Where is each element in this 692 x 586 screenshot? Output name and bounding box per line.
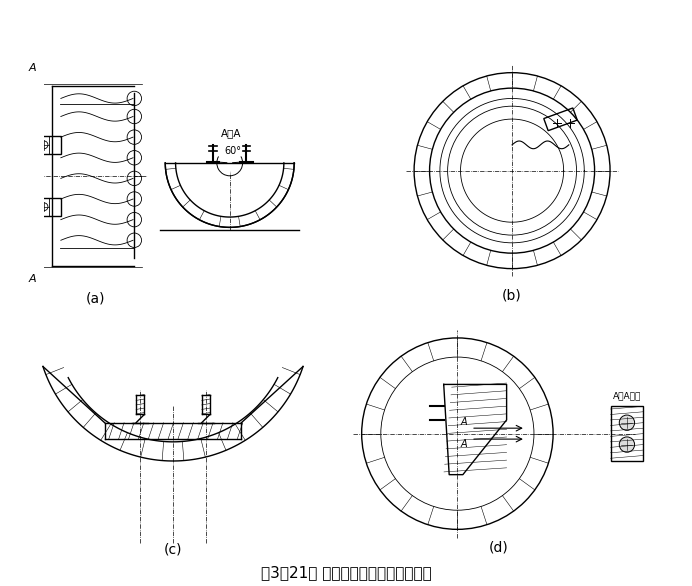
- Bar: [544, 108, 577, 131]
- Text: (b): (b): [502, 288, 522, 302]
- Bar: [37, 136, 61, 154]
- Text: 60°: 60°: [225, 146, 242, 156]
- Text: (a): (a): [86, 291, 105, 305]
- Circle shape: [619, 437, 635, 452]
- Text: A: A: [28, 63, 36, 73]
- Text: A: A: [28, 274, 36, 284]
- Text: (c): (c): [164, 543, 182, 557]
- Text: A－A放大: A－A放大: [613, 391, 641, 400]
- Text: A: A: [460, 417, 466, 427]
- Text: 图3－21　 钢丝绳在卷筒上的固定方法: 图3－21 钢丝绳在卷筒上的固定方法: [261, 565, 431, 580]
- Circle shape: [619, 415, 635, 430]
- Bar: [37, 197, 61, 216]
- Text: A: A: [460, 440, 466, 449]
- Bar: [610, 406, 644, 461]
- Text: A－A: A－A: [221, 128, 242, 138]
- Text: (d): (d): [489, 540, 509, 554]
